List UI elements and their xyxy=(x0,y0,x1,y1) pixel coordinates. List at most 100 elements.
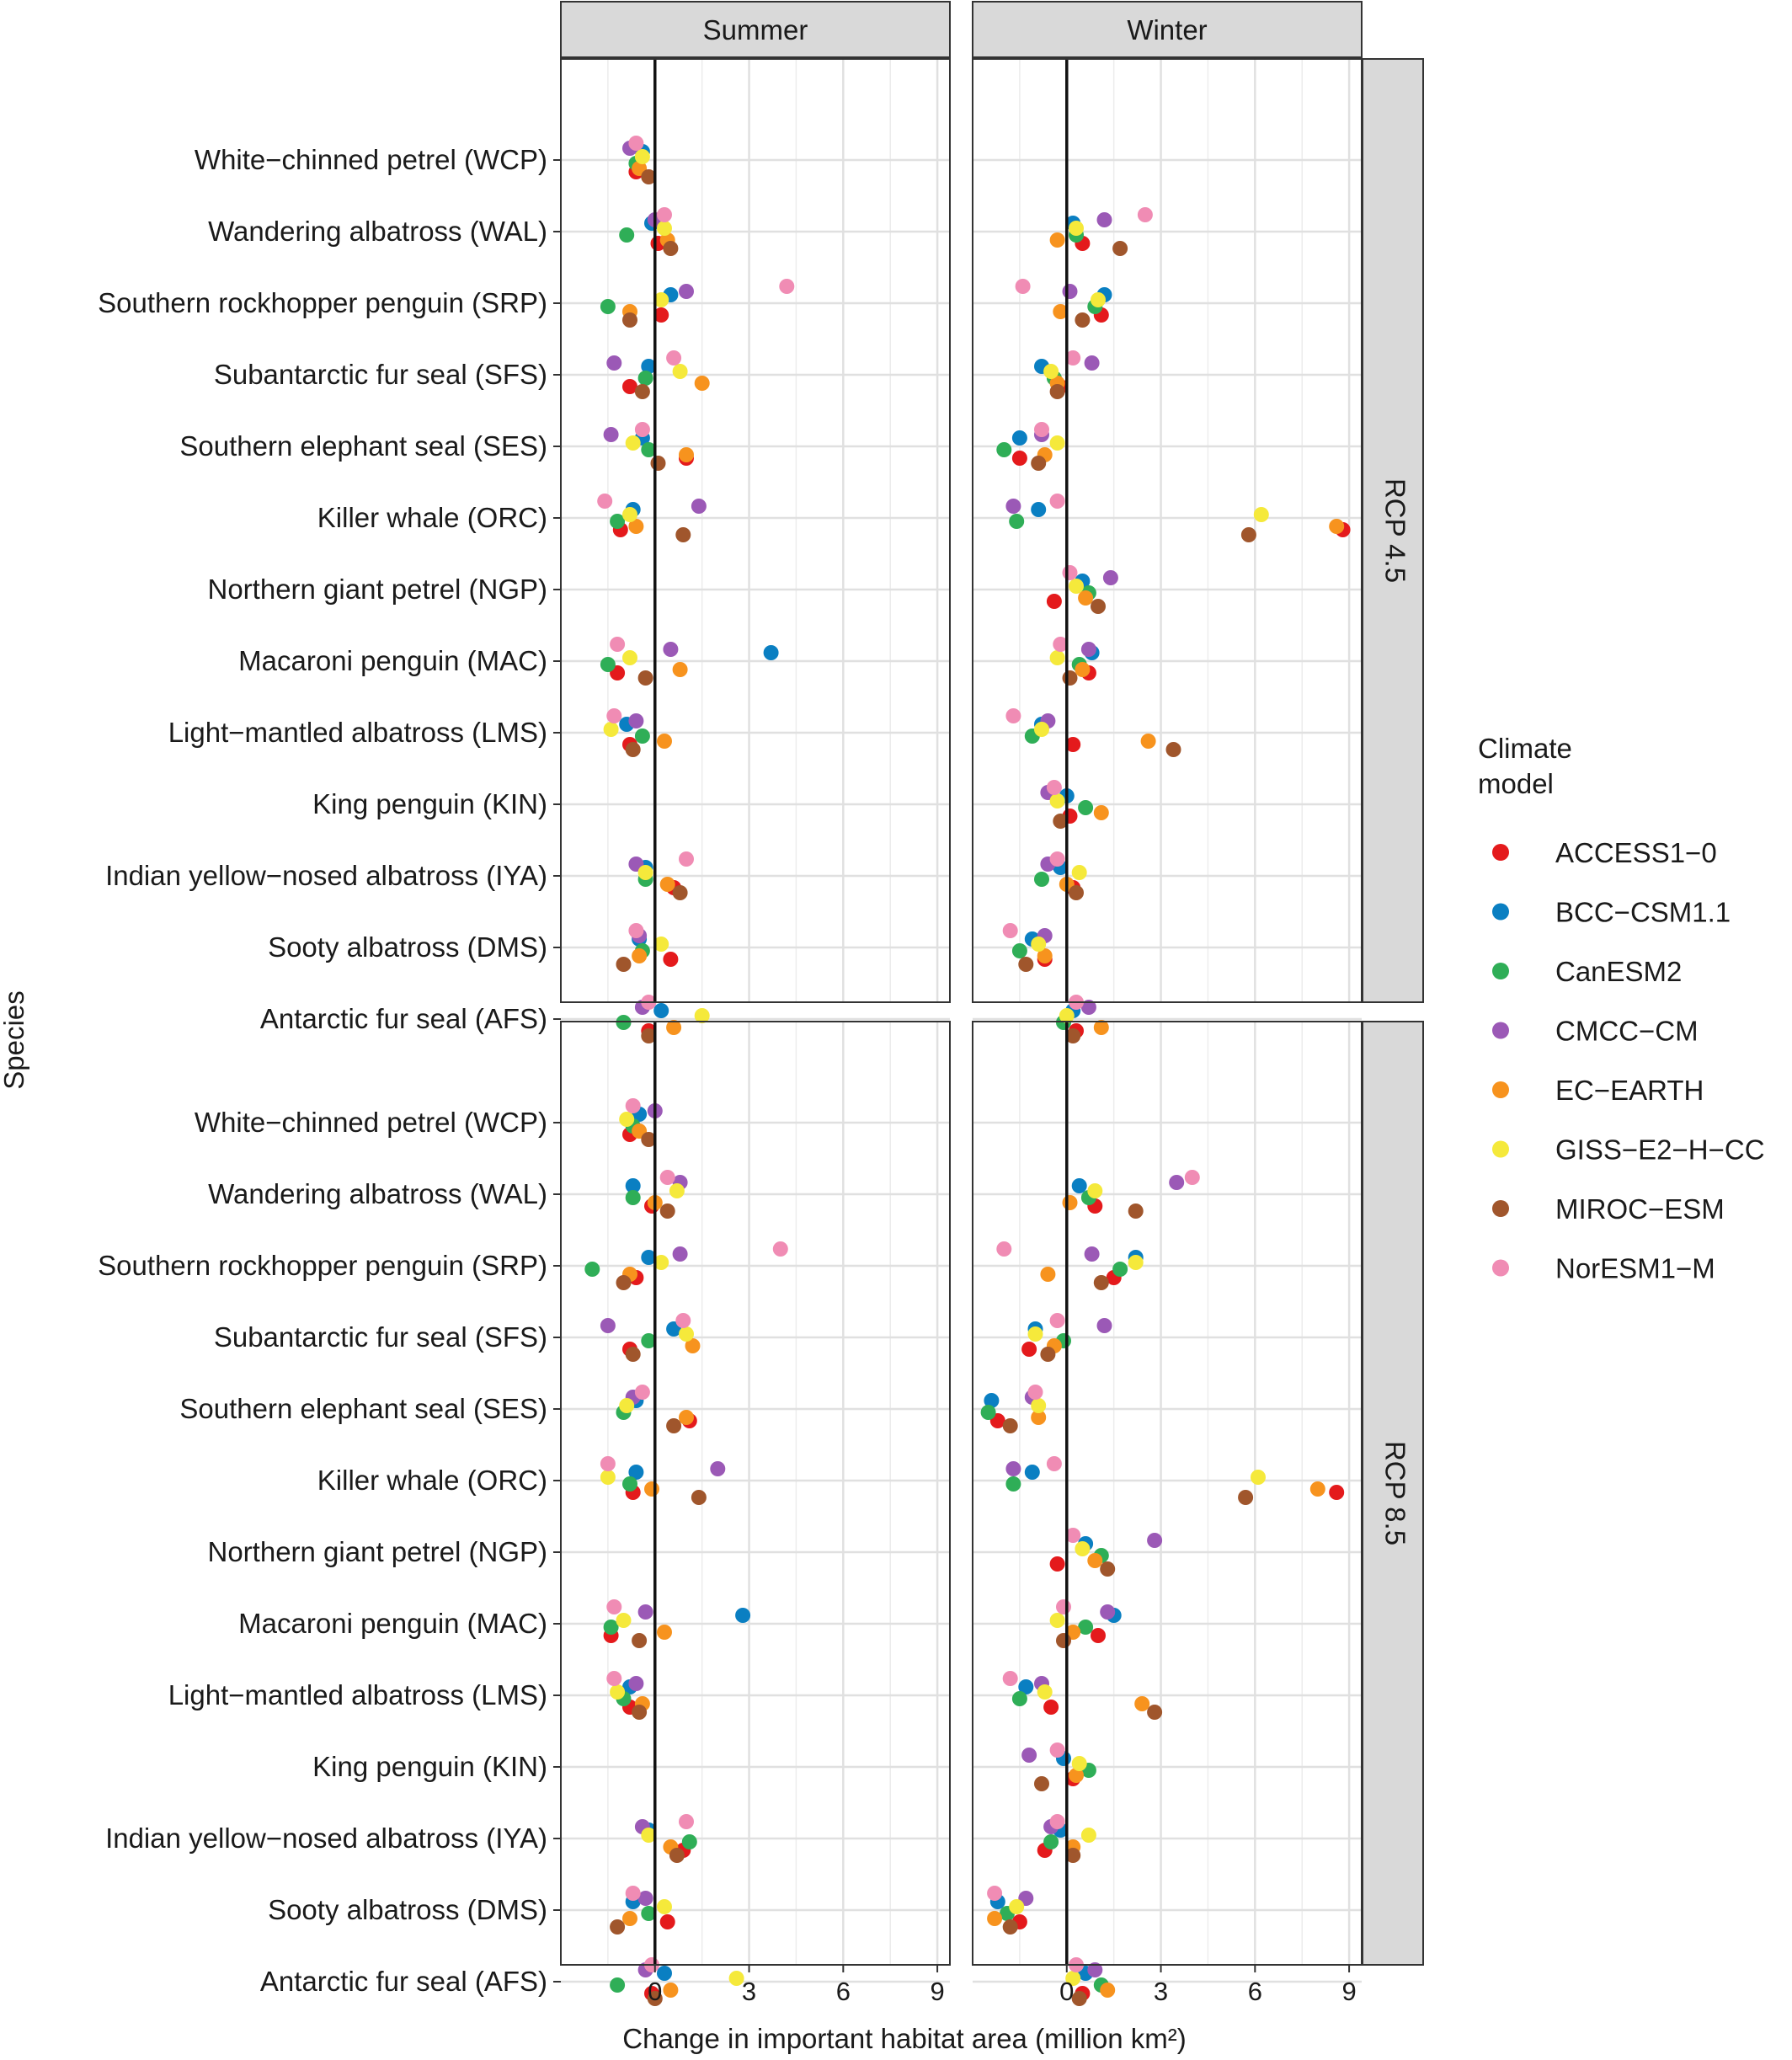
y-tick-label: Northern giant petrel (NGP) xyxy=(208,574,548,605)
data-point xyxy=(1329,519,1345,534)
data-point xyxy=(1049,650,1065,665)
y-tick-label: Indian yellow−nosed albatross (IYA) xyxy=(105,860,547,891)
data-point xyxy=(1253,507,1269,522)
data-point xyxy=(625,1347,641,1362)
data-point xyxy=(606,1599,622,1614)
data-point xyxy=(657,1966,672,1981)
data-point xyxy=(637,1604,653,1620)
legend-label: EC−EARTH xyxy=(1555,1075,1704,1106)
data-point xyxy=(637,1891,653,1906)
data-point xyxy=(641,1132,657,1147)
data-point xyxy=(666,350,682,366)
data-point xyxy=(653,937,669,952)
data-point xyxy=(625,435,641,451)
data-point xyxy=(619,1398,635,1413)
y-tick-label: Sooty albatross (DMS) xyxy=(268,931,547,963)
data-point xyxy=(735,1608,751,1623)
data-point xyxy=(657,207,672,222)
data-point xyxy=(1069,1768,1084,1783)
data-point xyxy=(628,713,644,728)
data-point xyxy=(672,364,688,379)
data-point xyxy=(644,1481,659,1497)
data-point xyxy=(1040,1347,1056,1362)
data-point xyxy=(625,1178,641,1193)
y-tick-label: Light−mantled albatross (LMS) xyxy=(168,1679,547,1710)
data-point xyxy=(1015,279,1031,294)
data-point xyxy=(622,1911,637,1926)
data-point xyxy=(987,1911,1003,1926)
data-point xyxy=(641,1906,657,1921)
x-tick-label: 9 xyxy=(930,1977,944,2006)
data-point xyxy=(1056,1599,1071,1614)
data-point xyxy=(634,728,650,744)
data-point xyxy=(663,1983,679,1998)
y-tick-label: Southern rockhopper penguin (SRP) xyxy=(98,1250,547,1281)
data-point xyxy=(1069,885,1084,900)
y-tick-label: White−chinned petrel (WCP) xyxy=(195,1107,547,1138)
data-point xyxy=(1071,1178,1087,1193)
data-point xyxy=(1034,1776,1049,1791)
data-point xyxy=(1071,1756,1087,1771)
data-point xyxy=(641,1028,657,1043)
data-point xyxy=(610,1684,626,1700)
data-point xyxy=(637,670,653,686)
data-point xyxy=(1078,800,1094,815)
data-point xyxy=(1096,1318,1112,1333)
y-tick-label: Macaroni penguin (MAC) xyxy=(238,645,547,676)
data-point xyxy=(634,149,650,164)
panel-frame xyxy=(560,1021,951,1966)
data-point xyxy=(1049,851,1065,867)
data-point xyxy=(1065,1028,1081,1043)
data-point xyxy=(980,1405,996,1420)
panel-frame xyxy=(972,1021,1363,1966)
legend-label: MIROC−ESM xyxy=(1555,1193,1725,1225)
data-point xyxy=(1184,1170,1200,1185)
labels-layer: Summer Winter RCP 4.5 RCP 8.5 White−chinned … xyxy=(98,14,1411,2006)
data-point xyxy=(1091,1628,1106,1643)
legend-label: CMCC−CM xyxy=(1555,1016,1699,1047)
y-tick-label: Wandering albatross (WAL) xyxy=(208,1178,547,1209)
data-point xyxy=(625,1886,641,1901)
data-point xyxy=(679,1814,694,1829)
data-point xyxy=(1031,1398,1047,1413)
data-point xyxy=(1034,422,1049,437)
data-point xyxy=(1021,1342,1037,1357)
data-point xyxy=(634,422,650,437)
data-point xyxy=(672,662,688,677)
data-point xyxy=(1049,435,1065,451)
data-point xyxy=(691,499,707,514)
data-point xyxy=(672,885,688,900)
data-point xyxy=(996,1241,1012,1257)
data-point xyxy=(672,1246,688,1262)
data-point xyxy=(1075,1541,1091,1556)
data-point xyxy=(1093,805,1109,820)
data-point xyxy=(610,637,626,652)
data-point xyxy=(625,742,641,757)
data-point xyxy=(679,1410,694,1425)
data-point xyxy=(1049,1742,1065,1758)
data-point xyxy=(1134,1696,1150,1711)
strip-summer xyxy=(560,1,951,58)
data-point xyxy=(1309,1481,1325,1497)
frames-layer xyxy=(553,1,1424,1983)
data-point xyxy=(653,1255,669,1270)
panel-frame xyxy=(560,58,951,1003)
strip-label-winter: Winter xyxy=(1127,14,1207,45)
x-tick-label: 3 xyxy=(1154,1977,1168,2006)
data-point xyxy=(1071,1991,1087,2006)
legend-swatch xyxy=(1492,1022,1509,1039)
marks-layer xyxy=(584,136,1351,2006)
data-point xyxy=(653,1003,669,1018)
data-point xyxy=(679,447,694,462)
data-point xyxy=(1049,1556,1065,1572)
data-point xyxy=(1043,1834,1059,1849)
x-axis-title: Change in important habitat area (millio… xyxy=(622,2023,1186,2054)
data-point xyxy=(628,1676,644,1691)
data-point xyxy=(1009,514,1025,529)
data-point xyxy=(659,1914,675,1929)
data-point xyxy=(1240,527,1256,542)
data-point xyxy=(1002,1418,1018,1433)
data-point xyxy=(1100,1561,1116,1577)
data-point xyxy=(659,1203,675,1219)
y-tick-label: Indian yellow−nosed albatross (IYA) xyxy=(105,1823,547,1854)
